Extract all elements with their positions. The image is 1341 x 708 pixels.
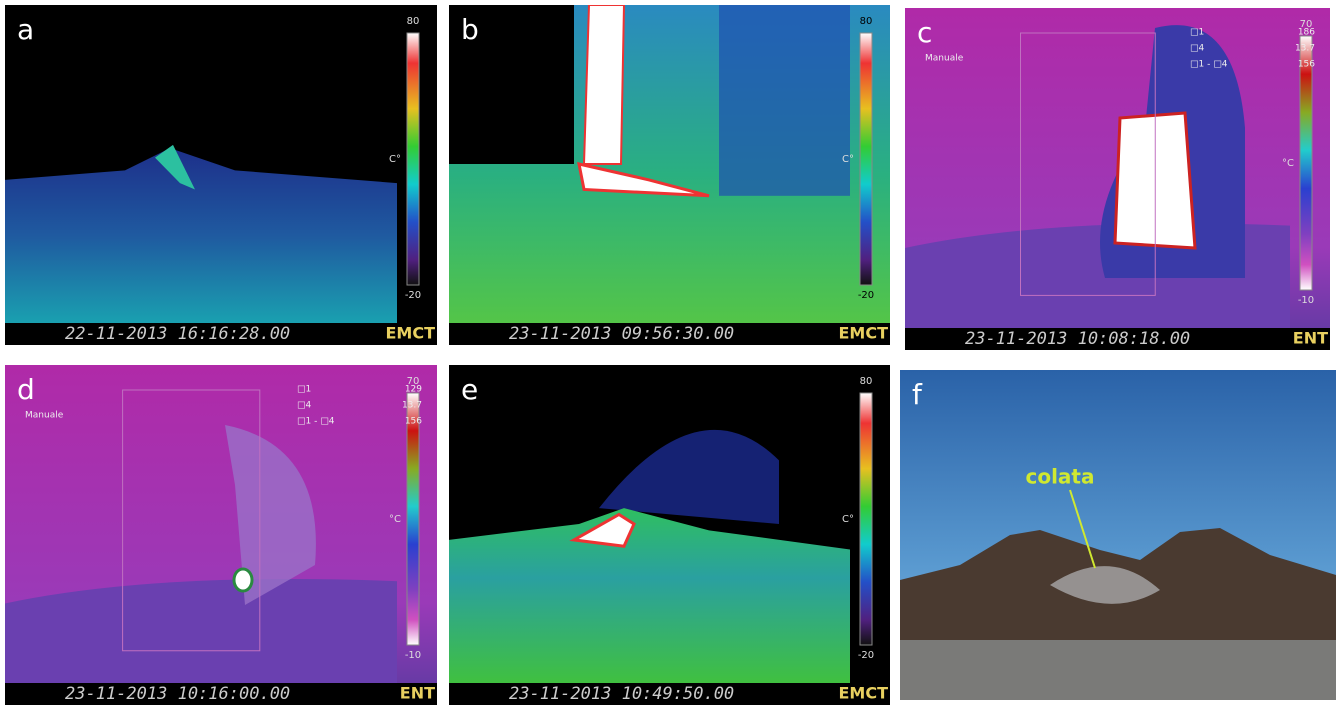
figure: {"panels":[ {"letter":"a","timestamp":"2… — [0, 0, 1341, 708]
panel-letter: a — [17, 13, 34, 46]
ground — [5, 579, 397, 683]
scale-min: -10 — [1298, 295, 1314, 306]
scale-unit: °C — [1282, 158, 1294, 169]
panel-letter: d — [17, 373, 35, 406]
reading-label: □4 — [297, 401, 312, 411]
cold-cloud — [719, 5, 850, 196]
annotation: colata — [1025, 465, 1094, 489]
plume — [584, 5, 624, 164]
panel: a 80 -20 C° 22-11-2013 16:16:28.00 EMCT — [5, 5, 437, 345]
panel-image: b 80 -20 C° 23-11-2013 09:56:30.00 EMCT — [449, 5, 890, 345]
reading-label: □1 - □4 — [297, 417, 335, 427]
brand: EMCT — [838, 684, 888, 703]
timestamp: 23-11-2013 09:56:30.00 — [509, 324, 734, 344]
timestamp: 22-11-2013 16:16:28.00 — [65, 324, 290, 344]
brand: ENT — [400, 684, 435, 703]
mode-label: Manuale — [25, 411, 64, 421]
colorbar — [860, 393, 872, 645]
scale-max: 80 — [860, 16, 873, 27]
timestamp: 23-11-2013 10:08:18.00 — [965, 329, 1190, 349]
reading-value: 156 — [1298, 60, 1315, 70]
reading-value: 13.7 — [402, 401, 422, 411]
reading-label: □4 — [1190, 44, 1205, 54]
scale-max: 80 — [407, 16, 420, 27]
foreground — [900, 640, 1336, 700]
scale-unit: °C — [389, 514, 401, 525]
scale-unit: C° — [842, 514, 854, 525]
panel-image: a 80 -20 C° 22-11-2013 16:16:28.00 EMCT — [5, 5, 437, 345]
reading-value: 129 — [405, 385, 422, 395]
brand: ENT — [1293, 329, 1328, 348]
scale-min: -20 — [405, 290, 421, 301]
panel-image: colata f — [900, 370, 1336, 700]
panel-letter: c — [917, 16, 932, 49]
lava — [234, 569, 252, 591]
colorbar — [860, 33, 872, 285]
brand: EMCT — [385, 324, 435, 343]
timestamp: 23-11-2013 10:49:50.00 — [509, 684, 734, 704]
panel-letter: e — [461, 373, 478, 406]
scale-unit: C° — [389, 154, 401, 165]
scale-max: 80 — [860, 376, 873, 387]
scale-min: -20 — [858, 290, 874, 301]
reading-label: □1 — [297, 385, 311, 395]
colorbar — [407, 33, 419, 285]
reading-value: 156 — [405, 417, 422, 427]
reading-label: □1 - □4 — [1190, 60, 1228, 70]
panel: b 80 -20 C° 23-11-2013 09:56:30.00 EMCT — [449, 5, 890, 345]
panel-letter: b — [461, 13, 479, 46]
timestamp: 23-11-2013 10:16:00.00 — [65, 684, 290, 704]
panel: colata f — [900, 370, 1336, 700]
panel-image: e 80 -20 C° 23-11-2013 10:49:50.00 EMCT — [449, 365, 890, 705]
reading-value: 13.7 — [1295, 44, 1315, 54]
colorbar — [1300, 36, 1312, 290]
panel-letter: f — [912, 378, 923, 411]
scale-min: -10 — [405, 650, 421, 661]
scale-min: -20 — [858, 650, 874, 661]
scale-unit: C° — [842, 154, 854, 165]
brand: EMCT — [838, 324, 888, 343]
reading-label: □1 — [1190, 28, 1204, 38]
reading-value: 186 — [1298, 28, 1315, 38]
mode-label: Manuale — [925, 54, 964, 64]
panel: e 80 -20 C° 23-11-2013 10:49:50.00 EMCT — [449, 365, 890, 705]
colorbar — [407, 393, 419, 645]
